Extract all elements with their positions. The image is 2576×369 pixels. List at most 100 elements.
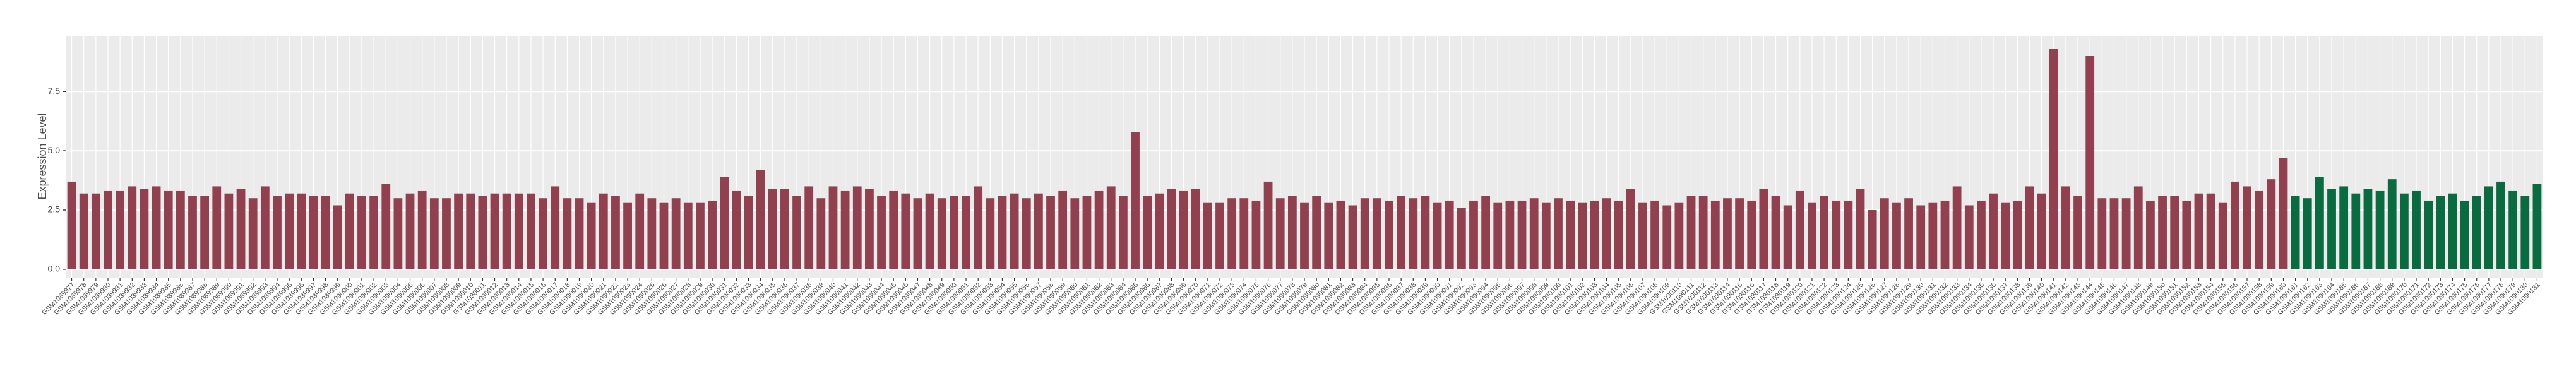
bar [877,196,886,269]
bar [599,193,608,269]
bar [780,189,789,269]
bar [1372,198,1381,269]
bar [2520,196,2530,269]
bar [539,198,547,269]
bar [1046,196,1055,269]
bar [1952,186,1962,269]
bar [188,196,197,269]
bar [1167,189,1176,269]
y-tick-label: 0.0 [48,264,61,274]
bar [1263,181,1273,269]
bar [1795,190,1804,269]
bar [1058,190,1068,269]
bar [816,198,826,269]
bar [1493,202,1503,269]
bar [1566,200,1575,269]
bar [2267,179,2276,269]
bar [2182,200,2191,269]
bar [1106,186,1116,269]
bar [1227,198,1237,269]
bar [381,184,391,269]
bar [2243,186,2251,269]
bar [297,193,306,269]
y-tick-label: 5.0 [48,145,61,155]
bar [2436,196,2445,269]
bar [2073,196,2082,269]
bar [792,196,801,269]
bar [321,196,330,269]
bar [333,205,342,269]
bar [2532,184,2542,269]
bar [1590,200,1599,269]
bar [2121,198,2131,269]
bar [1433,202,1442,269]
bar [152,186,161,269]
bar [744,196,753,269]
bar [1348,205,1357,269]
bar [502,193,511,269]
bar [200,196,210,269]
bar [527,193,535,269]
bar [236,189,246,269]
bar [1783,205,1792,269]
bar [865,189,874,269]
bar [1808,202,1816,269]
bar [2412,190,2421,269]
bar [1977,200,1986,269]
bar [1421,196,1430,269]
bar [1771,196,1780,269]
bar [1856,189,1865,269]
bar [2472,196,2481,269]
bar [2158,196,2167,269]
bar [1445,200,1454,269]
bar [176,190,185,269]
bar [128,186,137,269]
bar [1118,196,1128,269]
bar [1820,196,1828,269]
labels: 0.02.55.07.5GSM1089977GSM1089978GSM10899… [40,86,2541,317]
bar [1287,196,1297,269]
bar [1300,202,1309,269]
bar [2496,181,2505,269]
bar [2001,202,2010,269]
bar [998,196,1007,269]
bar [2484,186,2493,269]
bar [950,196,958,269]
bar [1070,198,1080,269]
bar [67,181,76,269]
bar [2097,198,2107,269]
bar [514,193,523,269]
bar [224,193,234,269]
bar [309,196,318,269]
bar [2049,49,2058,269]
bar [1989,193,1998,269]
bar [2037,193,2046,269]
bar [2061,186,2070,269]
bar [2013,200,2022,269]
bar [1759,189,1768,269]
bar [466,193,475,269]
bar [2424,200,2433,269]
bar [974,186,983,269]
bar [2303,198,2312,269]
bar [1626,189,1635,269]
bar [2279,158,2288,269]
bar [1517,200,1527,269]
bar [1723,198,1732,269]
bar [417,190,427,269]
bar [1312,196,1321,269]
bar [1022,198,1031,269]
bar [587,202,596,269]
bar [369,196,378,269]
bar [708,200,717,269]
bar [575,198,584,269]
bar [1928,202,1938,269]
bar [804,186,814,269]
bar [490,193,499,269]
y-tick-label: 2.5 [48,204,61,214]
bar [2363,189,2373,269]
bar [1541,202,1551,269]
bar [1094,190,1104,269]
